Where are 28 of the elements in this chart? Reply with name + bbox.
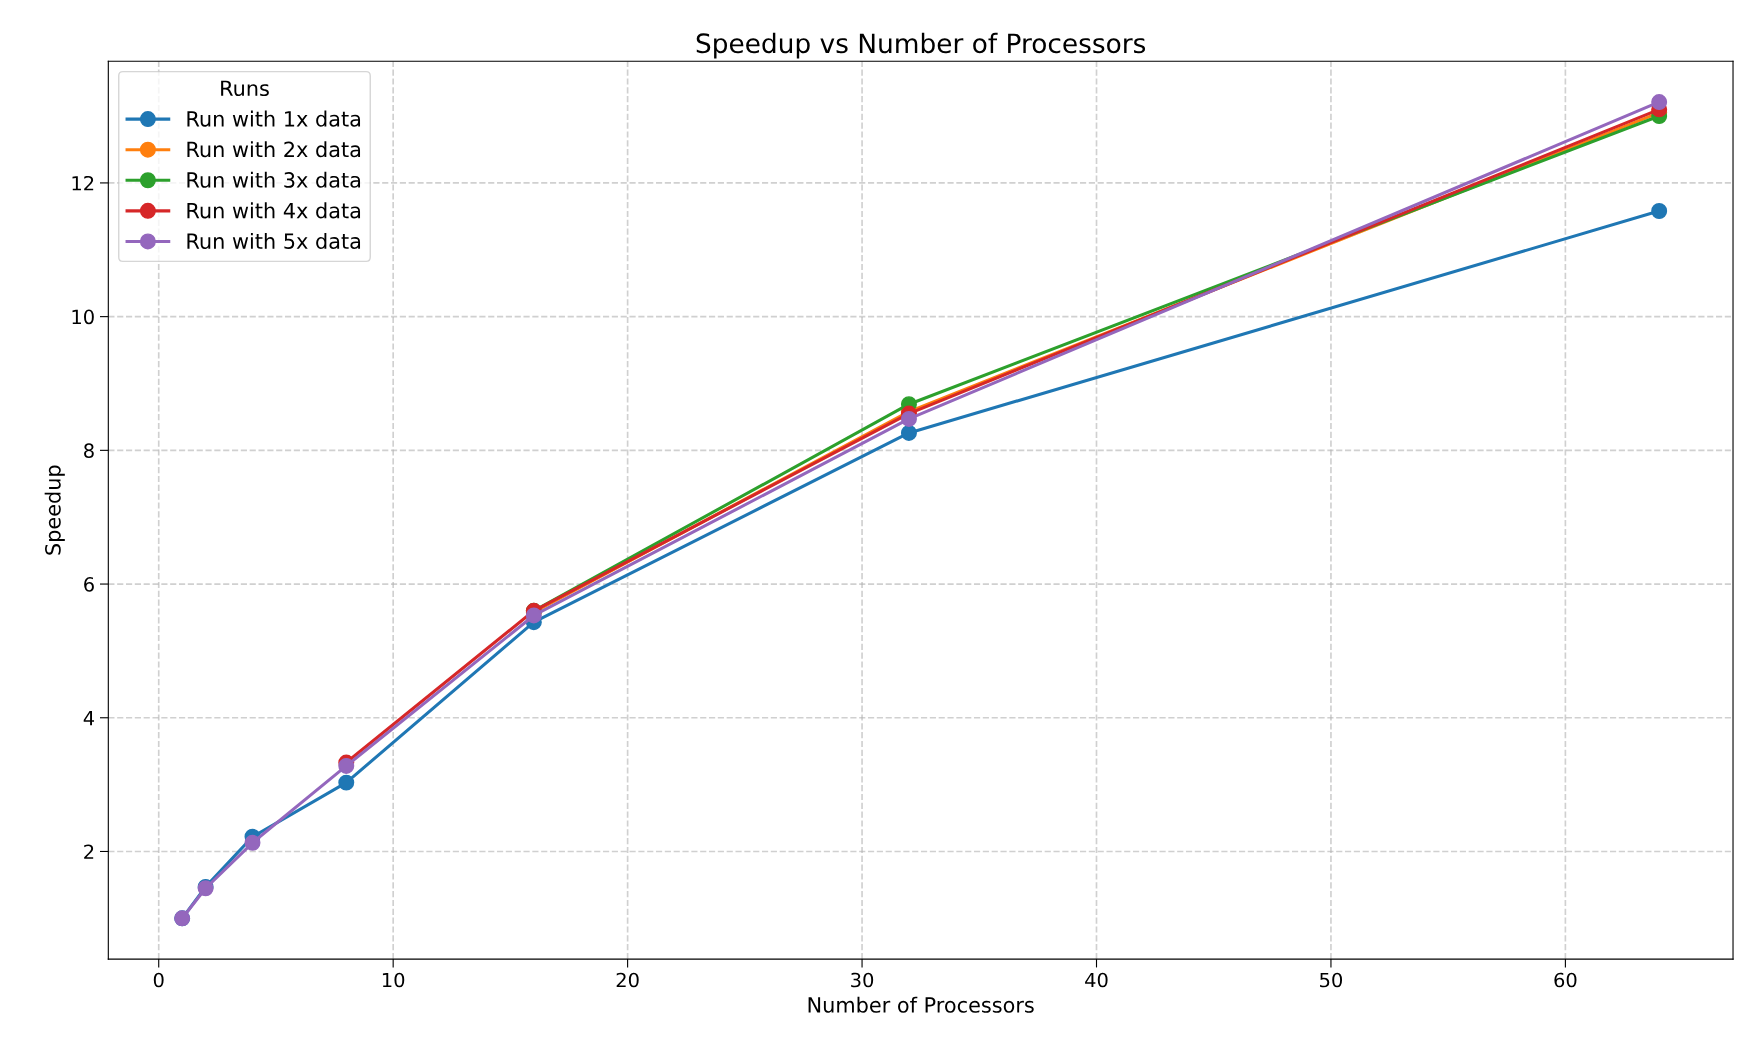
y-axis-title: Speedup (44, 465, 65, 555)
point (900, 424, 917, 441)
legend-label: Run with 5x data (187, 232, 361, 250)
point (338, 774, 355, 791)
legend-title: Runs (221, 80, 269, 97)
x-tick-label: 20 (616, 972, 639, 988)
y-tick-label: 2 (84, 844, 94, 859)
y-tick-label: 10 (72, 309, 94, 325)
y-tick-label: 4 (83, 710, 95, 726)
legend-label: Run with 4x data (187, 202, 361, 219)
x-tick-label: 30 (851, 972, 874, 988)
chart-title: Speedup vs Number of Processors (696, 32, 1146, 59)
point (244, 834, 261, 851)
y-tick-label: 6 (84, 577, 94, 592)
point (1651, 94, 1668, 111)
y-tick-label: 12 (72, 175, 94, 191)
x-tick-label: 60 (1554, 972, 1577, 988)
x-tick-label: 40 (1085, 972, 1108, 988)
y-tick-label: 8 (84, 443, 94, 459)
legend-label: Run with 2x data (187, 141, 361, 158)
x-tick-label: 0 (153, 972, 164, 988)
x-tick-label: 50 (1320, 972, 1343, 988)
legend-label: Run with 1x data (187, 110, 361, 127)
x-axis-title: Number of Processors (808, 996, 1034, 1013)
x-tick-label: 10 (382, 972, 405, 988)
legend-label: Run with 3x data (187, 171, 361, 188)
point (900, 410, 917, 427)
point (1651, 203, 1668, 219)
